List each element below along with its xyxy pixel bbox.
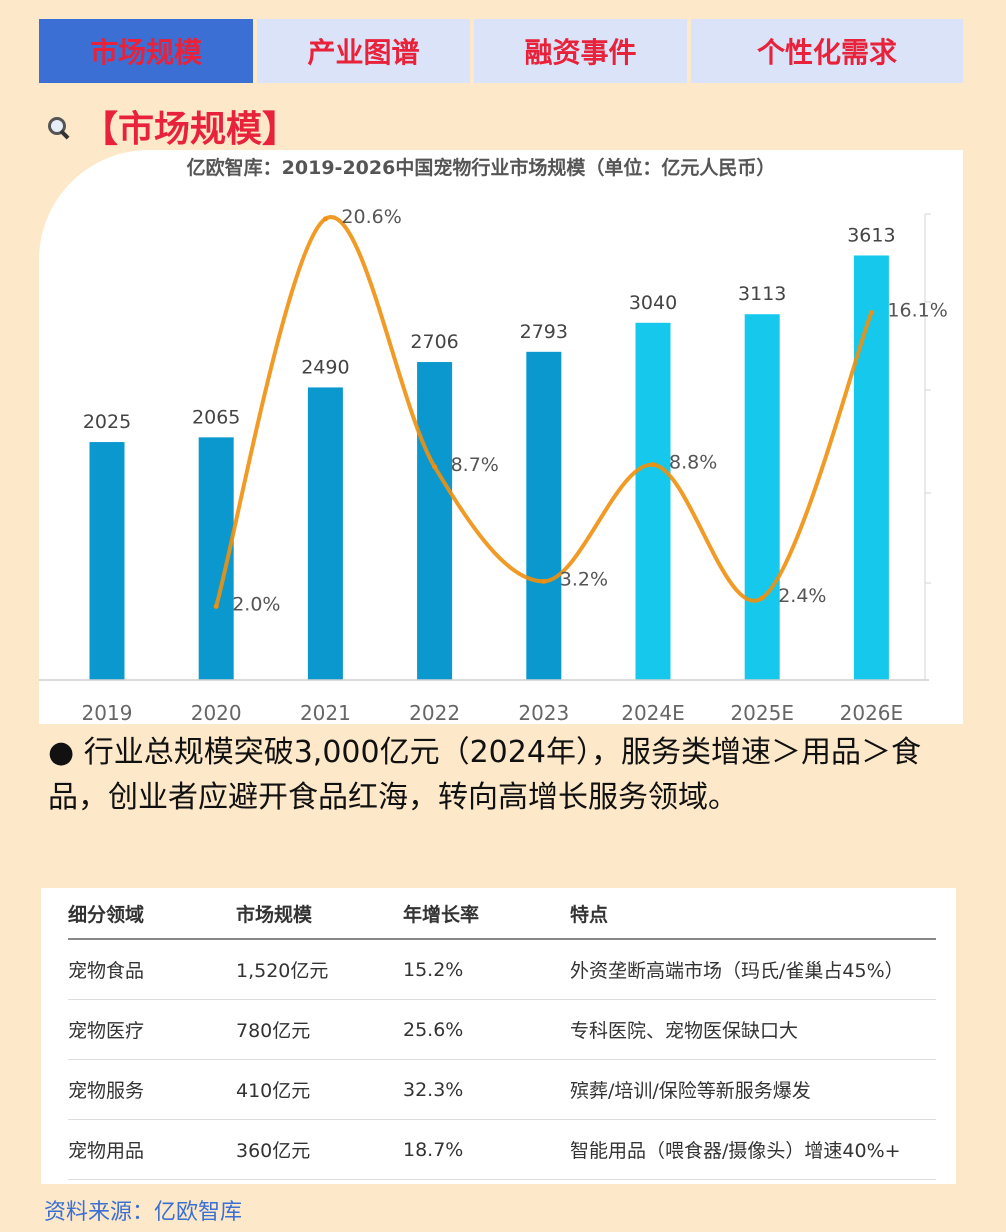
tab-financing-events[interactable]: 融资事件	[474, 19, 687, 83]
tab-bar: 市场规模 产业图谱 融资事件 个性化需求	[39, 19, 963, 83]
growth-point	[541, 578, 547, 584]
growth-rate-label: 2.4%	[778, 585, 826, 607]
growth-rate-label: 8.7%	[451, 454, 499, 476]
table-row: 宠物食品 1,520亿元 15.2% 外资垄断高端市场（玛氏/雀巢占45%）	[68, 939, 936, 1000]
growth-point	[650, 462, 656, 468]
x-tick-label: 2021	[300, 701, 351, 724]
tab-market-size[interactable]: 市场规模	[39, 19, 253, 83]
growth-rate-label: 2.0%	[232, 593, 280, 615]
growth-point	[322, 216, 328, 222]
tab-industry-map[interactable]: 产业图谱	[257, 19, 470, 83]
summary-bullet: ● 行业总规模突破3,000亿元（2024年），服务类增速＞用品＞食品，创业者应…	[48, 735, 921, 815]
bar-2019	[89, 442, 125, 680]
x-tick-label: 2023	[518, 701, 569, 724]
header-market-size: 市场规模	[236, 888, 403, 940]
tab-personalized-needs[interactable]: 个性化需求	[691, 19, 963, 83]
table-header-row: 细分领域 市场规模 年增长率 特点	[68, 888, 936, 940]
section-title: 【市场规模】	[82, 109, 299, 150]
bar-2023	[526, 351, 562, 680]
header-segment: 细分领域	[68, 888, 236, 940]
chart-title: 亿欧智库：2019-2026中国宠物行业市场规模（单位：亿元人民币）	[187, 156, 776, 179]
cell-segment: 宠物用品	[68, 1119, 236, 1180]
market-size-chart: 亿欧智库：2019-2026中国宠物行业市场规模（单位：亿元人民币） 2025 20…	[39, 150, 963, 724]
cell-growth-rate: 18.7%	[403, 1119, 570, 1180]
growth-point	[759, 595, 765, 601]
cell-segment: 宠物服务	[68, 1059, 236, 1120]
bar-2022	[417, 362, 453, 680]
segment-table: 细分领域 市场规模 年增长率 特点 宠物食品 1,520亿元 15.2% 外资垄…	[68, 888, 936, 1180]
cell-features: 专科医院、宠物医保缺口大	[570, 999, 936, 1060]
cell-market-size: 410亿元	[236, 1059, 403, 1120]
bar-value-label: 3040	[629, 292, 677, 314]
cell-growth-rate: 32.3%	[403, 1059, 570, 1120]
bar-value-label: 2025	[83, 411, 131, 433]
bar-value-label: 2490	[301, 356, 349, 378]
x-tick-label: 2025E	[730, 701, 794, 724]
table-row: 宠物医疗 780亿元 25.6% 专科医院、宠物医保缺口大	[68, 999, 936, 1060]
growth-rate-label: 20.6%	[341, 206, 401, 228]
bar-value-label: 3613	[847, 224, 895, 246]
growth-rate-label: 3.2%	[560, 568, 608, 590]
section-header: 【市场规模】	[46, 100, 298, 152]
growth-rate-label: 16.1%	[887, 300, 947, 322]
segment-table-card: 细分领域 市场规模 年增长率 特点 宠物食品 1,520亿元 15.2% 外资垄…	[41, 888, 956, 1184]
cell-features: 殡葬/培训/保险等新服务爆发	[570, 1059, 936, 1120]
cell-segment: 宠物医疗	[68, 999, 236, 1060]
bar-2026E	[853, 255, 889, 680]
cell-market-size: 1,520亿元	[236, 939, 403, 1000]
cell-features: 智能用品（喂食器/摄像头）增速40%+	[570, 1119, 936, 1180]
bar-value-label: 2793	[520, 321, 568, 343]
growth-point	[432, 464, 438, 470]
bar-2024E	[635, 322, 671, 680]
cell-features: 外资垄断高端市场（玛氏/雀巢占45%）	[570, 939, 936, 1000]
x-tick-label: 2019	[82, 701, 133, 724]
header-growth-rate: 年增长率	[403, 888, 570, 940]
x-tick-label: 2026E	[840, 701, 904, 724]
table-row: 宠物用品 360亿元 18.7% 智能用品（喂食器/摄像头）增速40%+	[68, 1119, 936, 1180]
x-tick-label: 2022	[409, 701, 460, 724]
growth-point	[868, 310, 874, 316]
header-features: 特点	[570, 888, 936, 940]
x-tick-label: 2024E	[621, 701, 685, 724]
x-tick-label: 2020	[191, 701, 242, 724]
bar-value-label: 3113	[738, 283, 786, 305]
growth-rate-label: 8.8%	[669, 452, 717, 474]
cell-market-size: 360亿元	[236, 1119, 403, 1180]
bar-2021	[307, 387, 343, 680]
source-note: 资料来源：亿欧智库	[44, 1200, 243, 1225]
cell-growth-rate: 15.2%	[403, 939, 570, 1000]
magnifier-icon	[46, 113, 72, 140]
bar-2025E	[744, 314, 780, 680]
bar-value-label: 2706	[410, 331, 458, 353]
chart-svg: 亿欧智库：2019-2026中国宠物行业市场规模（单位：亿元人民币） 2025 20…	[39, 156, 948, 724]
growth-point	[213, 603, 219, 609]
cell-growth-rate: 25.6%	[403, 999, 570, 1060]
bar-value-label: 2065	[192, 406, 240, 428]
cell-market-size: 780亿元	[236, 999, 403, 1060]
cell-segment: 宠物食品	[68, 939, 236, 1000]
table-row: 宠物服务 410亿元 32.3% 殡葬/培训/保险等新服务爆发	[68, 1059, 936, 1120]
